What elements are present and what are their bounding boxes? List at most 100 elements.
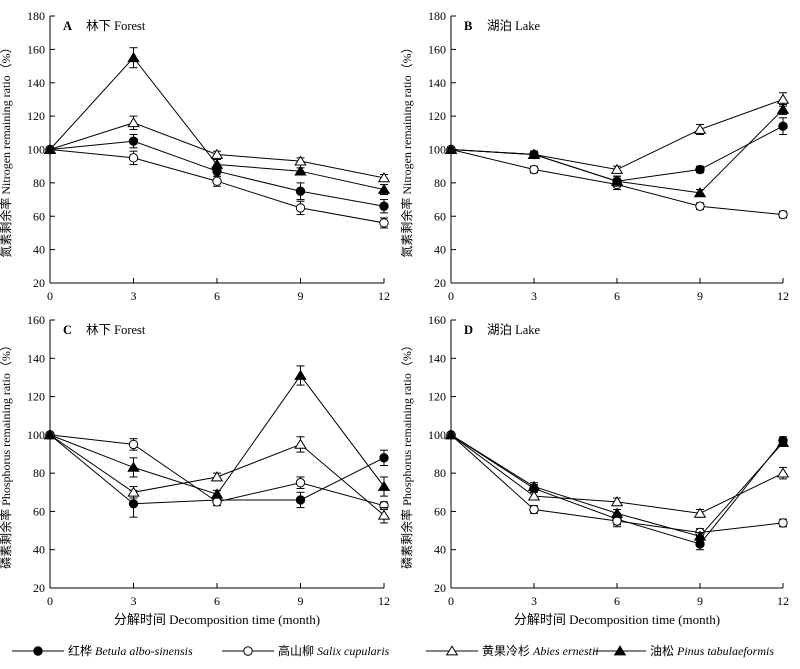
y-axis-label: 磷素剩余率 Phosphorus remaining ratio（%）	[0, 339, 13, 569]
series-2	[45, 144, 389, 229]
data-point	[210, 471, 224, 482]
x-tick-label: 6	[214, 289, 220, 303]
x-tick-label: 3	[531, 594, 537, 608]
y-tick-label: 40	[434, 243, 446, 257]
data-point	[128, 136, 139, 146]
legend-cn-name: 红桦	[68, 643, 95, 658]
data-point	[776, 467, 790, 478]
y-tick-label: 140	[428, 76, 446, 90]
data-point	[379, 453, 389, 463]
data-point	[610, 496, 624, 507]
data-point	[610, 175, 624, 186]
y-tick-label: 120	[428, 109, 446, 123]
y-tick-label: 60	[33, 209, 45, 223]
y-tick-label: 100	[428, 428, 446, 442]
data-point	[695, 539, 705, 549]
data-point	[527, 480, 541, 491]
x-tick-label: 12	[378, 289, 390, 303]
data-point	[127, 117, 140, 128]
legend-marker	[613, 645, 627, 656]
data-point	[776, 93, 790, 104]
y-tick-label: 20	[33, 276, 45, 290]
y-tick-label: 80	[33, 176, 45, 190]
series-3	[43, 115, 391, 183]
data-point	[210, 148, 224, 159]
series-4	[43, 47, 391, 196]
data-point	[610, 507, 624, 518]
panel-d: 20 40 60 80 100 120 140 160 0 3 6 9 12 D 湖泊 Lake 磷素剩余率 …	[399, 313, 790, 627]
data-point	[377, 172, 391, 183]
legend-cn-name: 油松	[650, 644, 677, 658]
series-1	[446, 430, 788, 551]
x-axis-label: 分解时间 Decomposition time (month)	[514, 612, 720, 627]
legend-label: 油松 Pinus tabulaeformis	[650, 644, 774, 658]
y-axis-label: 氮素剩余率 Nitrogen remaining ratio（%）	[399, 41, 414, 257]
y-tick-label: 20	[33, 581, 45, 595]
y-tick-label: 80	[434, 466, 446, 480]
legend-item: 油松 Pinus tabulaeformis	[594, 644, 774, 658]
panel-title: 林下 Forest	[86, 19, 146, 33]
x-tick-label: 6	[614, 289, 620, 303]
y-tick-label: 20	[434, 276, 446, 290]
panel-letter: A	[63, 19, 72, 33]
y-tick-label: 100	[27, 143, 45, 157]
series-line	[450, 434, 784, 545]
panel-a: 20 40 60 80 100 120 140 160 180 0 3 6 9 12 A 林下 Forest 氮…	[0, 9, 391, 303]
data-point	[612, 516, 622, 526]
data-point	[379, 201, 389, 211]
x-tick-label: 9	[298, 594, 304, 608]
panel-letter: C	[63, 323, 72, 337]
legend-marker	[243, 646, 253, 656]
x-tick-label: 3	[131, 289, 137, 303]
x-tick-label: 12	[777, 289, 789, 303]
data-point	[693, 123, 707, 134]
y-tick-label: 140	[27, 76, 45, 90]
data-point	[294, 155, 307, 166]
panel-letter: B	[464, 19, 472, 33]
data-point	[778, 121, 788, 131]
y-tick-label: 160	[428, 42, 446, 56]
data-point	[693, 530, 707, 541]
x-tick-label: 9	[697, 289, 703, 303]
y-tick-label: 120	[428, 390, 446, 404]
y-tick-label: 160	[428, 313, 446, 327]
data-point	[529, 504, 539, 515]
y-tick-label: 60	[33, 504, 45, 518]
data-point	[128, 499, 139, 509]
data-point	[444, 429, 458, 440]
series-2	[446, 430, 788, 538]
x-tick-label: 0	[47, 594, 53, 608]
x-tick-label: 12	[777, 594, 789, 608]
legend-cn-name: 高山柳	[278, 643, 317, 658]
y-tick-label: 60	[434, 209, 446, 223]
data-point	[610, 163, 624, 174]
data-point	[212, 497, 222, 507]
data-point	[212, 176, 222, 186]
legend-cn-name: 黄果冷杉	[482, 644, 533, 658]
y-tick-label: 80	[434, 176, 446, 190]
y-tick-label: 160	[27, 313, 45, 327]
legend-sci-name: Pinus tabulaeformis	[676, 644, 774, 658]
legend-sci-name: Betula albo-sinensis	[95, 644, 193, 658]
data-point	[128, 439, 139, 450]
y-tick-label: 140	[27, 351, 45, 365]
legend-label: 红桦 Betula albo-sinensis	[68, 643, 193, 658]
data-point	[377, 509, 391, 520]
series-4	[444, 429, 790, 541]
data-point	[693, 187, 707, 198]
legend-marker	[33, 646, 43, 656]
series-3	[444, 92, 790, 174]
y-tick-label: 180	[27, 9, 45, 23]
y-tick-label: 20	[434, 581, 446, 595]
data-point	[444, 143, 458, 154]
data-point	[778, 209, 788, 220]
data-point	[527, 148, 541, 159]
legend-item: 红桦 Betula albo-sinensis	[12, 643, 193, 658]
y-axis-label: 氮素剩余率 Nitrogen remaining ratio（%）	[0, 41, 13, 257]
y-tick-label: 100	[428, 143, 446, 157]
panel-c: 20 40 60 80 100 120 140 160 0 3 6 9 12 C 林下 Forest 磷素剩余…	[0, 313, 391, 627]
y-tick-label: 40	[434, 543, 446, 557]
data-point	[127, 461, 140, 472]
x-tick-label: 3	[531, 289, 537, 303]
series-4	[43, 365, 391, 499]
